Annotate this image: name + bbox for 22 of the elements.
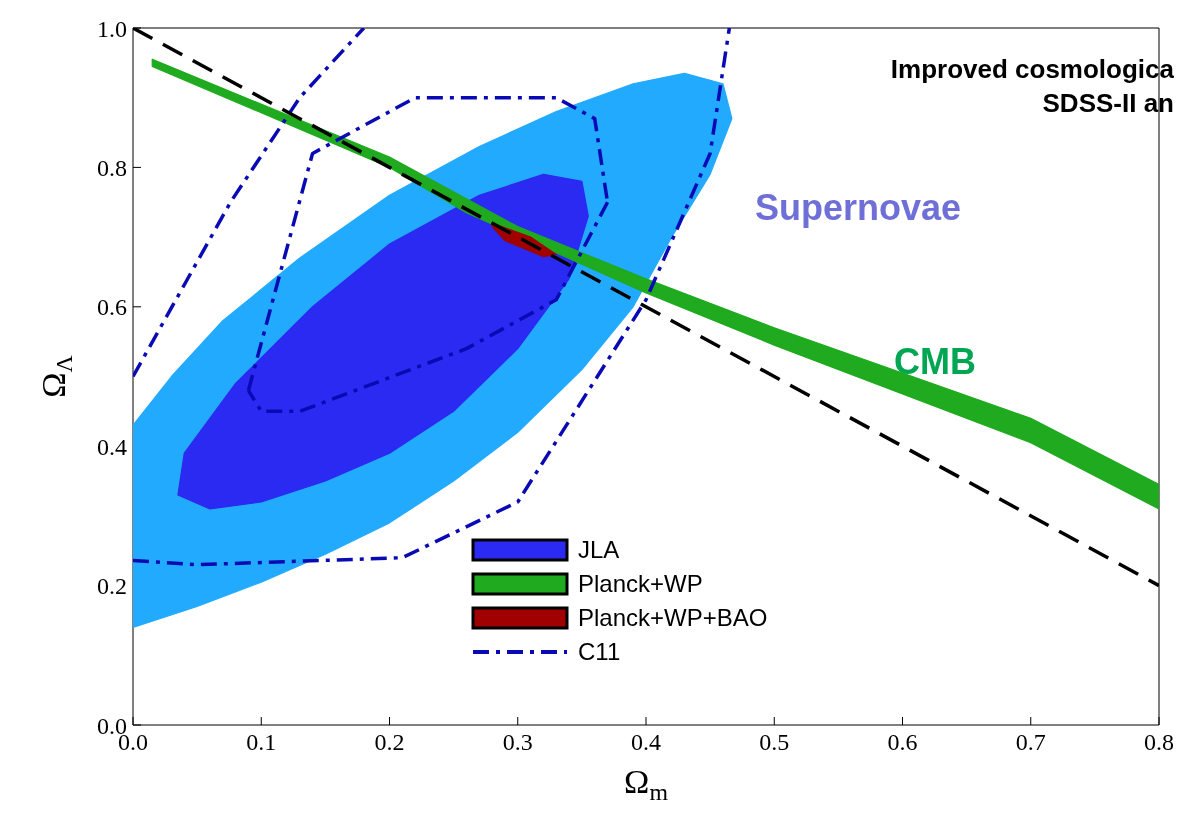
legend-label: JLA [578, 536, 620, 564]
annotation: SDSS-II an [1042, 88, 1174, 118]
legend-label: C11 [578, 638, 621, 666]
x-tick-label: 0.7 [1015, 729, 1046, 756]
y-tick-label: 0.4 [97, 433, 127, 460]
y-tick-label: 0.2 [97, 573, 127, 600]
x-tick-label: 0.2 [374, 729, 405, 756]
x-tick-label: 0.6 [887, 729, 918, 756]
x-tick-label: 0.1 [246, 729, 277, 756]
x-axis-title: Ω$_{m}$ [624, 763, 669, 806]
x-tick-label: 0.3 [502, 729, 533, 756]
annotation: CMB [894, 341, 976, 382]
legend-label: Planck+WP+BAO [578, 604, 768, 632]
legend-label: Planck+WP [578, 570, 703, 598]
y-tick-label: 0.6 [97, 294, 127, 321]
y-tick-label: 1.0 [97, 15, 127, 42]
x-tick-label: 0.4 [631, 729, 661, 756]
annotation: Supernovae [754, 187, 962, 228]
annotation: Improved cosmologica [890, 54, 1175, 84]
y-tick-label: 0.8 [97, 154, 127, 181]
x-tick-label: 0.8 [1144, 729, 1174, 756]
x-tick-label: 0.5 [759, 729, 790, 756]
